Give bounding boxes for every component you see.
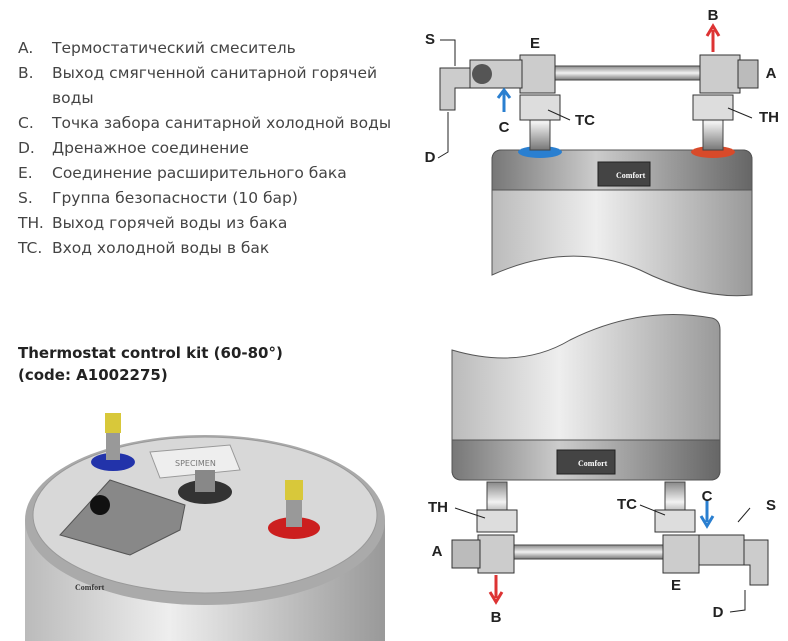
label: D bbox=[713, 604, 724, 621]
legend-item: TH. Выход горячей воды из бака bbox=[18, 211, 398, 236]
legend-text: Группа безопасности (10 бар) bbox=[52, 189, 298, 207]
label: B bbox=[708, 7, 719, 24]
legend-text: Соединение расширительного бака bbox=[52, 164, 347, 182]
legend-key: TC. bbox=[18, 239, 43, 257]
label: E bbox=[671, 577, 681, 594]
legend-item: S. Группа безопасности (10 бар) bbox=[18, 186, 398, 211]
legend-item: B. Выход смягченной санитарной горячей во… bbox=[18, 61, 398, 111]
kit-line: Thermostat control kit (60-80°) bbox=[18, 344, 283, 362]
kit-line: (code: A1002275) bbox=[18, 366, 168, 384]
top-tank: Comfort bbox=[437, 23, 759, 297]
label: B bbox=[491, 609, 502, 626]
label: TH bbox=[759, 109, 779, 126]
legend: A. Термостатический смеситель B. Выход смяг… bbox=[18, 36, 398, 261]
label: TC bbox=[575, 112, 595, 129]
brand: Comfort bbox=[578, 459, 608, 468]
label: E bbox=[530, 35, 540, 52]
label: S bbox=[766, 497, 776, 514]
legend-item: TC. Вход холодной воды в бак bbox=[18, 236, 398, 261]
legend-key: C. bbox=[18, 114, 34, 132]
label: TC bbox=[617, 496, 637, 513]
label: TH bbox=[428, 499, 448, 516]
bottom-tank: Comfort bbox=[451, 314, 769, 613]
legend-key: D. bbox=[18, 139, 35, 157]
kit-title: Thermostat control kit (60-80°) (code: A… bbox=[18, 342, 283, 386]
label: C bbox=[499, 119, 510, 136]
legend-item: D. Дренажное соединение bbox=[18, 136, 398, 161]
brand: Comfort bbox=[75, 583, 105, 592]
legend-key: A. bbox=[18, 39, 34, 57]
photo-tank: SPECIMEN Comfort bbox=[25, 413, 385, 641]
legend-key: B. bbox=[18, 64, 34, 82]
brand: Comfort bbox=[616, 171, 646, 180]
legend-key: TH. bbox=[18, 214, 44, 232]
legend-text: Выход горячей воды из бака bbox=[52, 214, 288, 232]
plate: SPECIMEN bbox=[175, 459, 216, 468]
legend-item: A. Термостатический смеситель bbox=[18, 36, 398, 61]
legend-text: Термостатический смеситель bbox=[52, 39, 296, 57]
legend-text: Дренажное соединение bbox=[52, 139, 249, 157]
label: A bbox=[766, 65, 777, 82]
legend-text: Точка забора санитарной холодной воды bbox=[52, 114, 392, 132]
legend-key: E. bbox=[18, 164, 33, 182]
legend-text: Вход холодной воды в бак bbox=[52, 239, 270, 257]
legend-text: Выход смягченной санитарной горячей воды bbox=[52, 64, 378, 107]
legend-item: C. Точка забора санитарной холодной воды bbox=[18, 111, 398, 136]
label: D bbox=[425, 149, 436, 166]
label: C bbox=[702, 488, 713, 505]
legend-item: E. Соединение расширительного бака bbox=[18, 161, 398, 186]
label: A bbox=[432, 543, 443, 560]
legend-key: S. bbox=[18, 189, 33, 207]
label: S bbox=[425, 31, 435, 48]
